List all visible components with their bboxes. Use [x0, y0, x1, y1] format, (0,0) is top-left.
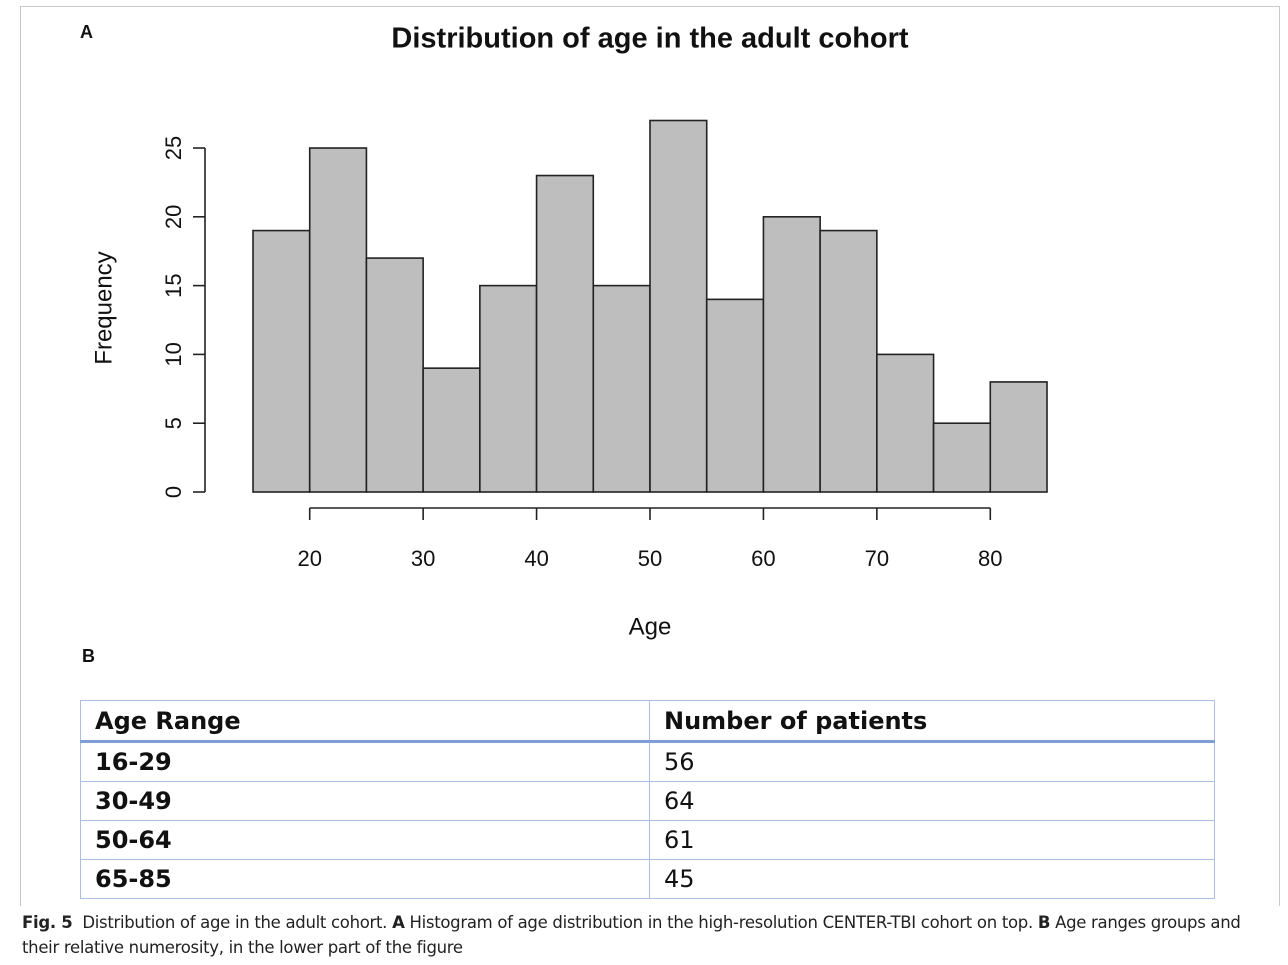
chart-title: Distribution of age in the adult cohort: [391, 23, 908, 55]
x-tick-label: 50: [638, 546, 662, 571]
panel-label: B: [82, 646, 95, 666]
caption-text: Age ranges groups and their relative num…: [22, 913, 1241, 957]
table-cell: 50-64: [80, 820, 650, 860]
caption-label: A: [392, 913, 405, 932]
bar: [535, 174, 595, 493]
x-tick-label: 60: [751, 546, 775, 571]
y-axis-label: Frequency: [90, 251, 117, 364]
table-row: 16-29 56: [80, 741, 1215, 782]
y-tick-label: 5: [161, 417, 186, 429]
bar: [479, 284, 538, 493]
bar: [422, 367, 481, 493]
x-tick-label: 20: [297, 546, 321, 571]
table-row: 50-64 61: [80, 820, 1215, 860]
bar: [705, 298, 765, 493]
table-cell: Number of patients: [649, 700, 1215, 743]
x-tick-label: 70: [865, 546, 889, 571]
bar: [762, 216, 821, 493]
table: Age Range Number of patients 16-29 56 30-49 6…: [80, 700, 1215, 899]
bar: [308, 147, 368, 493]
chart: Distribution of age in the adult cohort …: [90, 23, 1048, 640]
y-tick-label: 10: [161, 342, 186, 366]
panel-label: A: [80, 22, 93, 42]
caption-text: Histogram of age distribution in the hig…: [409, 913, 1034, 932]
bar: [649, 119, 708, 493]
table-cell: 65-85: [80, 859, 650, 899]
x-tick-label: 40: [524, 546, 548, 571]
figure-frame: [20, 6, 1280, 906]
bar: [876, 353, 935, 493]
bar: [989, 381, 1048, 493]
bar: [932, 422, 992, 493]
y-tick-label: 25: [161, 136, 186, 160]
x-tick-label: 30: [411, 546, 435, 571]
table-cell: Age Range: [80, 700, 650, 743]
table-row: Age Range Number of patients: [80, 700, 1215, 743]
y-tick-label: 0: [161, 486, 186, 498]
table-cell: 64: [649, 781, 1215, 821]
table-cell: 56: [649, 741, 1215, 782]
x-tick-label: 80: [978, 546, 1002, 571]
y-tick-label: 15: [161, 273, 186, 297]
table-row: 65-85 45: [80, 859, 1215, 899]
bar: [819, 229, 878, 493]
table-cell: 30-49: [80, 781, 650, 821]
bar: [252, 229, 311, 493]
bar: [592, 284, 651, 493]
bar: [365, 257, 424, 493]
y-tick-label: 20: [161, 205, 186, 229]
x-axis-label: Age: [629, 613, 672, 640]
caption-label: B: [1037, 913, 1051, 932]
caption-label: Fig. 5: [22, 913, 73, 932]
table-cell: 45: [649, 859, 1215, 899]
caption-text: Distribution of age in the adult cohort.: [82, 913, 388, 932]
caption: Fig. 5 Distribution of age in the adult …: [22, 910, 1242, 960]
table-row: 30-49 64: [80, 781, 1215, 821]
table-cell: 61: [649, 820, 1215, 860]
table-cell: 16-29: [80, 741, 650, 782]
